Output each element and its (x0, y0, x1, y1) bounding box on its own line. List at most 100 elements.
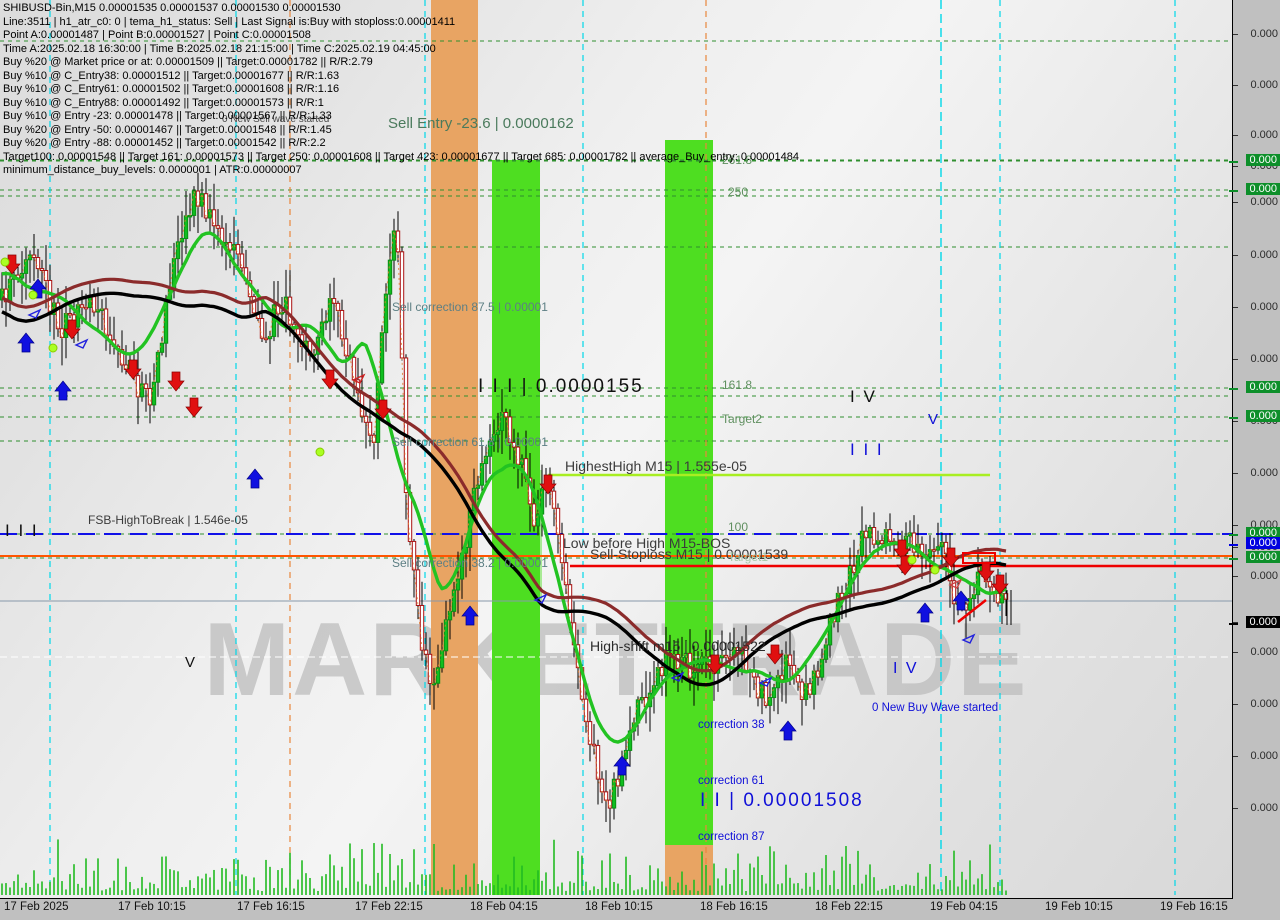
buy-arrow-icon (952, 590, 970, 611)
chart-label-highest-high: HighestHigh M15 | 1.555e-05 (565, 458, 747, 474)
candle-body (799, 681, 805, 700)
candle-body (119, 349, 125, 366)
buy-arrow-icon (916, 602, 934, 623)
pennant-icon (27, 308, 42, 319)
sell-arrow-icon (374, 399, 392, 420)
buy-arrow-icon (613, 755, 631, 776)
price-tick-mark (1233, 808, 1238, 809)
candle-body (415, 569, 421, 606)
candle-body (331, 298, 337, 304)
candle-body (39, 268, 45, 272)
chart-label-new-sell-wave: 0 New Sell wave started (222, 114, 330, 125)
chart-label-sell-entry: Sell Entry -23.6 | 0.0000162 (388, 115, 574, 132)
pennant-icon (961, 633, 976, 644)
sell-arrow-icon (63, 319, 81, 340)
price-tick-mark (1233, 756, 1238, 757)
sell-arrow-icon (321, 369, 339, 390)
chart-plot-area[interactable]: MARKETTRADE Sell Entry -23.6 | 0.0000162… (0, 0, 1233, 899)
candle-body (1003, 593, 1009, 600)
candle-body (271, 304, 277, 337)
candle-body (591, 743, 597, 747)
candle-body (195, 190, 201, 207)
time-axis-tick: 18 Feb 04:15 (470, 901, 538, 913)
sell-arrow-icon (991, 574, 1009, 595)
price-axis-tick: 0.000 (1250, 129, 1278, 141)
price-tick-mark (1233, 576, 1238, 577)
volume-series (1, 839, 1007, 895)
star-marker-icon (0, 257, 10, 267)
candle-body (691, 672, 697, 679)
candle-body (191, 190, 197, 216)
chart-label-target2: Target2 (722, 412, 763, 426)
candle-body (351, 356, 357, 381)
candle-body (295, 328, 301, 336)
pennant-icon (351, 373, 366, 384)
candle-body (239, 253, 245, 269)
candle-body (479, 463, 485, 486)
price-axis[interactable]: 0.000 0.000 0.000 0.000 0.000 0.000 0.000 0.000… (1229, 0, 1280, 898)
candle-body (211, 209, 217, 227)
candle-body (147, 387, 153, 406)
pennant-icon (948, 578, 963, 589)
ma-slow-black (1, 291, 1007, 687)
price-axis-tick: 0.000 (1250, 301, 1278, 313)
star-marker-icon (315, 447, 325, 457)
trend-segment (957, 598, 987, 624)
candle-body (259, 317, 265, 339)
time-axis[interactable]: 17 Feb 2025 17 Feb 10:15 17 Feb 16:15 17 Fe… (0, 899, 1280, 920)
price-tick-mark (1233, 135, 1238, 136)
candle-body (55, 302, 61, 330)
price-tag-marker (1229, 534, 1238, 536)
price-tag-marker (1229, 623, 1238, 625)
price-tag-marker (1229, 190, 1238, 192)
price-tick-mark (1233, 421, 1238, 422)
chart-canvas (0, 0, 1232, 895)
candle-body (815, 670, 821, 678)
header-line-12: minimum_distance_buy_levels: 0.0000001 |… (3, 164, 302, 176)
candle-body (207, 209, 213, 219)
star-marker-icon (48, 343, 58, 353)
candle-body (887, 529, 893, 542)
price-axis-tick: 0.000 (1250, 467, 1278, 479)
candle-body (91, 296, 97, 313)
candle-body (483, 455, 489, 465)
candle-body (139, 383, 145, 398)
chart-zone (492, 160, 540, 895)
price-axis-tick: 0.000 (1250, 646, 1278, 658)
candle-body (927, 549, 933, 558)
chart-label-fsb-hightobreak: FSB-HighToBreak | 1.546e-05 (88, 513, 248, 527)
time-axis-tick: 18 Feb 16:15 (700, 901, 768, 913)
candle-body (143, 383, 149, 389)
price-tick-mark (1233, 307, 1238, 308)
candle-body (755, 676, 761, 699)
price-axis-tick: 0.000 (1250, 750, 1278, 762)
chart-label-correction-87: correction 87 (698, 831, 765, 843)
candle-body (499, 411, 505, 431)
candle-body (771, 687, 777, 699)
candle-body (411, 540, 417, 571)
candle-body (859, 530, 865, 557)
candle-body (435, 667, 441, 684)
price-tick-mark (1233, 704, 1238, 705)
sell-arrow-icon (893, 539, 911, 560)
price-tick-mark (1233, 34, 1238, 35)
candle-body (27, 254, 33, 261)
header-line-5: Buy %10 @ C_Entry38: 0.00001512 || Targe… (3, 69, 340, 82)
price-tag-2: 0.000 (1246, 381, 1280, 393)
price-tick-mark (1233, 547, 1238, 548)
candle-body (811, 670, 817, 695)
candle-body (159, 342, 165, 353)
chart-label-fib-100: 100 (728, 520, 749, 534)
time-axis-tick: 18 Feb 10:15 (585, 901, 653, 913)
candle-body (611, 778, 617, 809)
candle-body (595, 745, 601, 780)
time-axis-tick: 17 Feb 10:15 (118, 901, 186, 913)
candle-body (387, 259, 393, 295)
sell-arrow-icon (539, 474, 557, 495)
pennant-icon (533, 593, 548, 604)
time-axis-tick: 19 Feb 10:15 (1045, 901, 1113, 913)
candle-body (939, 541, 945, 548)
chart-label-sell-stoploss: Sell-Stoploss M15 | 0.00001539 (590, 546, 789, 562)
sell-arrow-icon (124, 359, 142, 380)
